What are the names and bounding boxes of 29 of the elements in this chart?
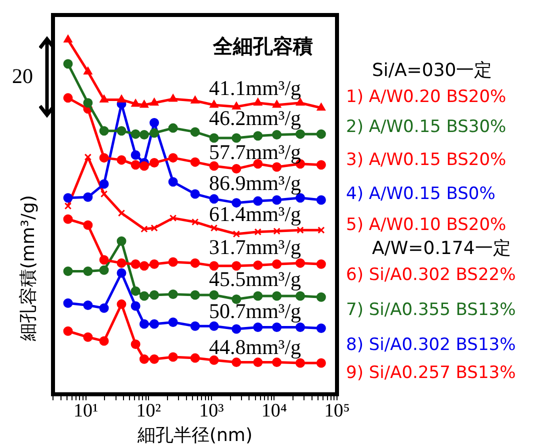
- text: A/W=0.174一定: [372, 238, 511, 259]
- annotation: 45.5mm³/g: [209, 267, 302, 291]
- y-axis-title: 細孔容積(mm³/g): [17, 195, 40, 341]
- annotation: 86.9mm³/g: [209, 171, 302, 195]
- series-label: 5) A/W0.10 BS20%: [346, 215, 506, 235]
- annotation: 57.7mm³/g: [209, 140, 302, 164]
- annotation: 31.7mm³/g: [209, 235, 302, 259]
- x-tick-label: 10⁵: [324, 400, 350, 422]
- series-label: 4) A/W0.15 BS0%: [346, 184, 496, 204]
- series-label: 3) A/W0.15 BS20%: [346, 150, 506, 170]
- series-label: 2) A/W0.15 BS30%: [346, 117, 506, 137]
- x-tick-label: 10³: [199, 400, 224, 422]
- annotation: 50.7mm³/g: [209, 299, 302, 323]
- series-label: 7) Si/A0.355 BS13%: [346, 300, 516, 320]
- annotation: 61.4mm³/g: [209, 202, 302, 226]
- x-tick-label: 10⁴: [261, 400, 288, 422]
- x-tick-label: 10²: [136, 400, 162, 422]
- annotation: 44.8mm³/g: [209, 335, 302, 359]
- annotation: 全細孔容積: [213, 34, 313, 58]
- text: 20: [12, 64, 33, 88]
- annotation: 46.2mm³/g: [209, 106, 302, 130]
- x-axis-title: 細孔半径(nm): [138, 424, 252, 445]
- series-label: 1) A/W0.20 BS20%: [346, 87, 506, 107]
- series-label: 9) Si/A0.257 BS13%: [346, 363, 516, 383]
- annotation: 41.1mm³/g: [209, 76, 302, 100]
- x-tick-label: 10¹: [73, 400, 98, 422]
- text: Si/A=030一定: [372, 60, 492, 81]
- series-label: 6) Si/A0.302 BS22%: [346, 265, 516, 285]
- series-label: 8) Si/A0.302 BS13%: [346, 335, 516, 355]
